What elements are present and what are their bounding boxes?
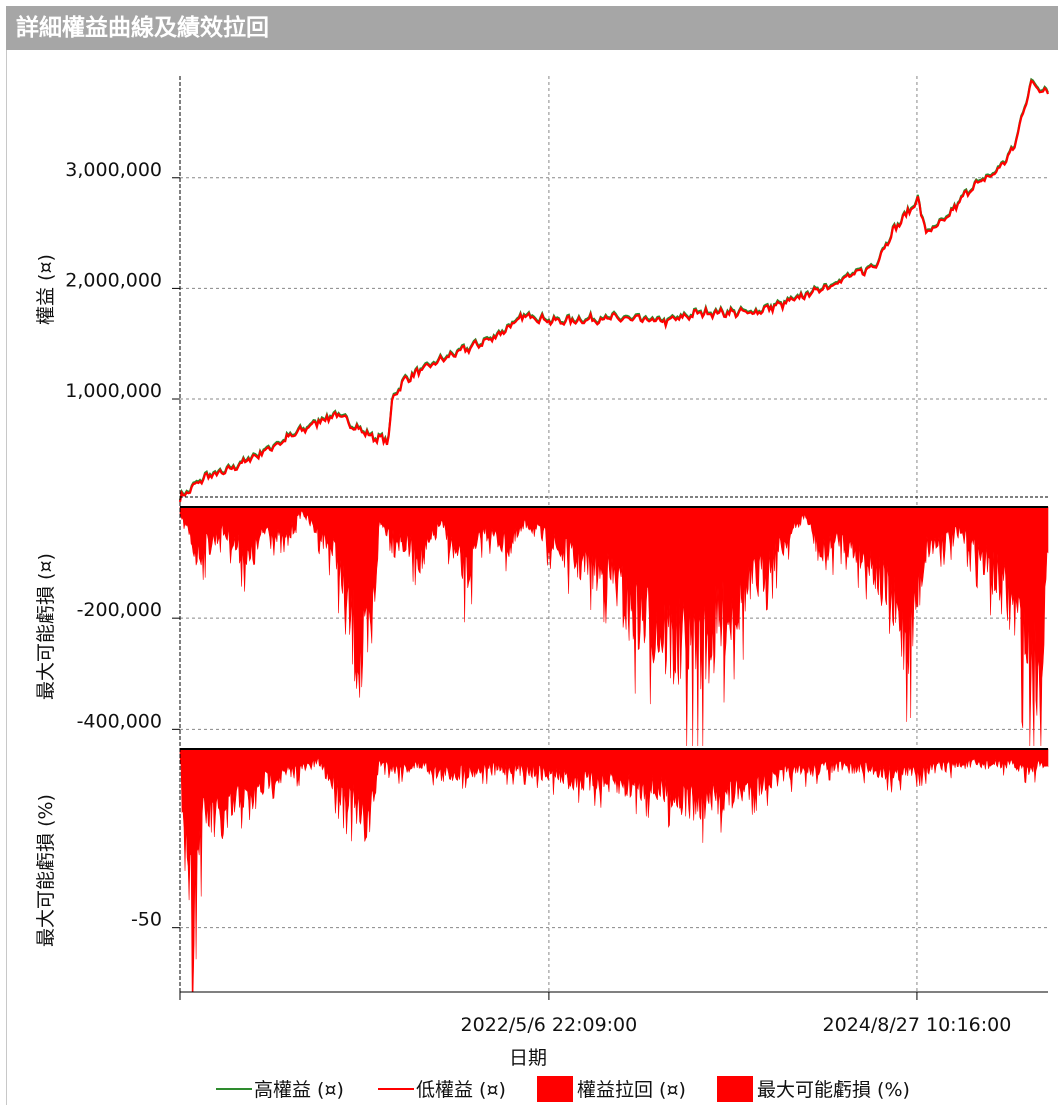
legend-box-swatch [537,1076,573,1102]
x-axis-title: 日期 [509,1047,547,1069]
window-title: 詳細權益曲線及績效拉回 [16,15,269,41]
low-equity-line [178,79,1050,503]
drawdown-pct-area [179,748,1049,993]
y-tick-label: -200,000 [77,599,162,621]
drawdown-area [179,506,1049,747]
y-tick-label: 2,000,000 [65,269,162,291]
y-axis-title: 權益 (¤) [35,254,57,325]
legend-label: 高權益 (¤) [254,1079,344,1101]
y-tick-label: 1,000,000 [65,380,162,402]
x-tick-label: 2022/5/6 22:09:00 [461,1014,638,1036]
high-equity-line [179,77,1049,501]
chart-frame [6,50,1058,1105]
legend-label: 低權益 (¤) [416,1079,506,1101]
y-tick-label: -400,000 [77,710,162,732]
y-tick-label: 3,000,000 [65,159,162,181]
y-tick-label: -50 [131,909,162,931]
x-tick-label: 2024/8/27 10:16:00 [823,1014,1012,1036]
y-axis-title: 最大可能虧損 (%) [35,794,57,947]
legend-box-swatch [717,1076,753,1102]
y-axis-title: 最大可能虧損 (¤) [35,553,57,700]
window-title-bar: 詳細權益曲線及績效拉回 [6,6,1058,50]
legend-label: 最大可能虧損 (%) [757,1079,910,1101]
legend-label: 權益拉回 (¤) [577,1079,686,1101]
